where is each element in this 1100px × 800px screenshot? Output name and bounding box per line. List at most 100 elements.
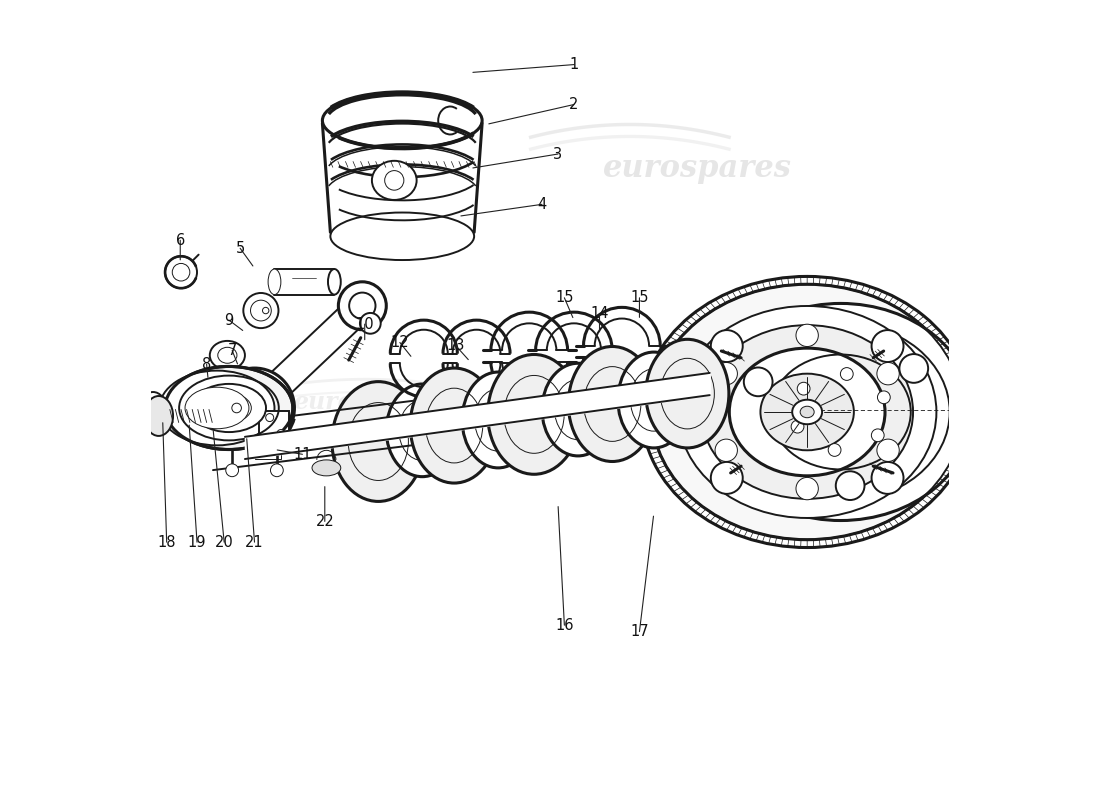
Circle shape: [349, 293, 375, 319]
Ellipse shape: [462, 372, 534, 468]
Ellipse shape: [729, 348, 886, 476]
Circle shape: [262, 443, 275, 456]
Ellipse shape: [147, 401, 158, 415]
Ellipse shape: [268, 269, 280, 294]
Circle shape: [878, 391, 890, 404]
Ellipse shape: [651, 284, 962, 540]
Text: 17: 17: [630, 624, 649, 639]
Ellipse shape: [243, 293, 278, 328]
Circle shape: [711, 462, 742, 494]
Circle shape: [360, 313, 381, 334]
Circle shape: [214, 368, 295, 448]
Ellipse shape: [569, 346, 657, 462]
Circle shape: [871, 330, 903, 362]
Circle shape: [871, 429, 884, 442]
Text: 1: 1: [570, 57, 579, 72]
Text: 15: 15: [630, 290, 649, 306]
Circle shape: [266, 414, 274, 422]
Circle shape: [744, 367, 772, 396]
Ellipse shape: [141, 392, 166, 424]
Ellipse shape: [218, 401, 241, 415]
Circle shape: [277, 430, 285, 438]
Ellipse shape: [618, 352, 690, 448]
Ellipse shape: [332, 382, 425, 502]
Ellipse shape: [646, 339, 729, 448]
Text: 21: 21: [245, 534, 264, 550]
Circle shape: [796, 324, 818, 346]
Text: 8: 8: [202, 357, 211, 371]
Ellipse shape: [385, 170, 404, 190]
Ellipse shape: [330, 213, 474, 260]
Circle shape: [226, 464, 239, 477]
Circle shape: [271, 464, 284, 477]
Ellipse shape: [312, 460, 341, 476]
Text: 13: 13: [447, 338, 465, 353]
Ellipse shape: [185, 387, 249, 429]
Ellipse shape: [191, 384, 266, 432]
Ellipse shape: [372, 161, 417, 200]
Circle shape: [996, 353, 1021, 378]
Ellipse shape: [210, 341, 245, 370]
Text: 6: 6: [176, 233, 185, 248]
Polygon shape: [244, 295, 372, 418]
Ellipse shape: [410, 368, 498, 483]
Text: 14: 14: [591, 306, 608, 322]
Ellipse shape: [487, 354, 581, 474]
Text: 2: 2: [570, 97, 579, 112]
Text: 5: 5: [235, 241, 245, 256]
Circle shape: [871, 462, 903, 494]
Text: eurospares: eurospares: [294, 390, 439, 414]
Ellipse shape: [144, 396, 173, 436]
Text: eurospares: eurospares: [603, 153, 792, 184]
Ellipse shape: [678, 306, 936, 518]
Circle shape: [798, 382, 810, 395]
Ellipse shape: [322, 93, 482, 149]
Circle shape: [791, 420, 804, 433]
Bar: [258, 411, 289, 450]
Text: 15: 15: [556, 290, 573, 306]
FancyBboxPatch shape: [255, 440, 280, 459]
Ellipse shape: [251, 300, 272, 321]
Ellipse shape: [800, 406, 814, 418]
Text: 18: 18: [157, 534, 176, 550]
Circle shape: [828, 443, 842, 456]
Ellipse shape: [328, 269, 341, 294]
Text: 19: 19: [188, 534, 207, 550]
Circle shape: [1002, 359, 1015, 372]
Bar: [189, 411, 205, 419]
Circle shape: [877, 439, 900, 462]
Text: 16: 16: [556, 618, 573, 633]
Text: 10: 10: [355, 317, 374, 332]
Text: 11: 11: [294, 447, 311, 462]
Text: 22: 22: [316, 514, 334, 529]
Ellipse shape: [702, 325, 913, 499]
Ellipse shape: [386, 384, 459, 477]
Circle shape: [836, 471, 865, 500]
Circle shape: [165, 256, 197, 288]
Circle shape: [900, 354, 928, 383]
Circle shape: [877, 362, 900, 385]
Ellipse shape: [760, 374, 854, 450]
Circle shape: [173, 263, 190, 281]
Circle shape: [715, 439, 737, 462]
Ellipse shape: [792, 400, 822, 424]
Text: 7: 7: [228, 343, 236, 358]
Text: 12: 12: [390, 335, 409, 350]
Text: 9: 9: [224, 313, 233, 328]
Circle shape: [263, 307, 268, 314]
Circle shape: [840, 368, 854, 380]
Circle shape: [711, 330, 742, 362]
Ellipse shape: [218, 347, 236, 363]
Ellipse shape: [165, 366, 293, 450]
Circle shape: [796, 478, 818, 500]
Circle shape: [232, 403, 241, 413]
Text: 3: 3: [553, 146, 562, 162]
Ellipse shape: [542, 363, 614, 456]
Text: 4: 4: [538, 197, 547, 212]
Circle shape: [715, 362, 737, 385]
Text: 20: 20: [214, 534, 233, 550]
Ellipse shape: [207, 394, 251, 422]
Circle shape: [339, 282, 386, 330]
Ellipse shape: [160, 370, 275, 446]
Ellipse shape: [708, 303, 974, 521]
